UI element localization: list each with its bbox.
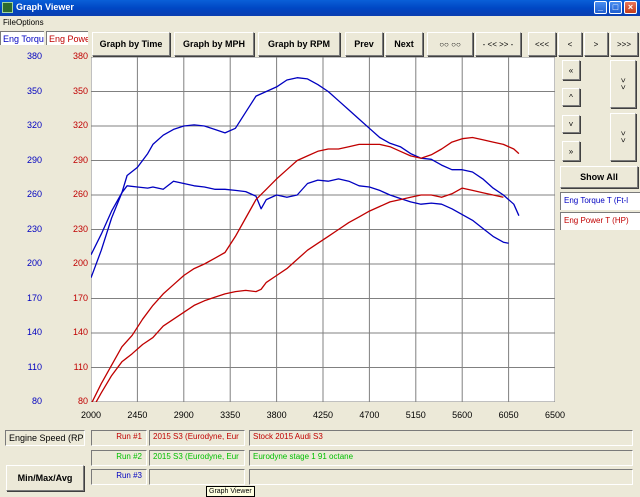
- series-line-2: [95, 187, 504, 402]
- left-tick-label: 200: [26, 258, 42, 268]
- x-tick-label: 3800: [266, 410, 287, 420]
- graph-by-mph-button[interactable]: Graph by MPH: [174, 32, 254, 56]
- run1-description: Stock 2015 Audi S3: [249, 430, 633, 446]
- scroll-right-fast-button-2[interactable]: > >: [610, 113, 636, 161]
- left-tick-label: 80: [31, 396, 42, 406]
- run3-description: [249, 469, 633, 485]
- right-tick-label: 80: [77, 396, 88, 406]
- tab-power-axis[interactable]: Eng Powe: [46, 31, 88, 45]
- x-tick-label: 4250: [312, 410, 334, 420]
- right-tick-label: 320: [72, 120, 88, 130]
- app-icon: [2, 2, 13, 13]
- left-tick-label: 230: [26, 223, 42, 234]
- scroll-down-button[interactable]: ˅: [562, 115, 580, 133]
- graph-by-time-button[interactable]: Graph by Time: [92, 32, 170, 56]
- right-tick-label: 260: [72, 189, 88, 199]
- left-tick-label: 170: [26, 292, 42, 303]
- scroll-left-button[interactable]: <: [558, 32, 582, 56]
- x-tick-label: 2900: [173, 410, 194, 420]
- scroll-far-left-button[interactable]: <<<: [528, 32, 556, 56]
- prev-button[interactable]: Prev: [345, 32, 383, 56]
- menu-file[interactable]: File: [3, 18, 16, 27]
- right-tick-label: 200: [72, 258, 88, 268]
- tab-torque-axis[interactable]: Eng Torqu: [0, 31, 44, 45]
- x-tick-label: 5600: [452, 410, 473, 420]
- maximize-button[interactable]: □: [609, 1, 622, 14]
- graph-by-rpm-button[interactable]: Graph by RPM: [258, 32, 340, 56]
- left-tick-label: 320: [26, 120, 42, 130]
- left-tick-label: 140: [26, 327, 42, 337]
- left-tick-label: 110: [27, 361, 42, 372]
- run3-label: Run #3: [91, 469, 147, 485]
- left-tick-label: 260: [26, 189, 42, 199]
- x-tick-label: 5150: [405, 410, 426, 420]
- window-title: Graph Viewer: [16, 2, 74, 12]
- scroll-far-right-button[interactable]: >>>: [610, 32, 638, 56]
- x-tick-label: 4700: [359, 410, 380, 420]
- right-tick-label: 140: [72, 327, 88, 337]
- scroll-right-button[interactable]: >: [584, 32, 608, 56]
- right-tick-label: 170: [72, 292, 88, 303]
- run1-label: Run #1: [91, 430, 147, 446]
- right-tick-label: 230: [72, 223, 88, 234]
- right-tick-label: 110: [73, 361, 88, 372]
- next-button[interactable]: Next: [385, 32, 423, 56]
- series-line-1: [91, 77, 520, 256]
- legend-torque[interactable]: Eng Torque T (Ft-l: [560, 192, 640, 210]
- run1-name: 2015 S3 (Eurodyne, Eur: [149, 430, 245, 446]
- legend-power[interactable]: Eng Power T (HP): [560, 212, 640, 230]
- close-button[interactable]: ×: [624, 1, 637, 14]
- torque-power-chart: [91, 57, 555, 402]
- title-bar: Graph Viewer _ □ ×: [0, 0, 640, 16]
- minimize-button[interactable]: _: [594, 1, 607, 14]
- x-tick-label: 2450: [127, 410, 148, 420]
- run2-label: Run #2: [91, 450, 147, 466]
- scroll-up-button[interactable]: ^: [562, 88, 580, 106]
- x-tick-label: 6050: [498, 410, 519, 420]
- tooltip: Graph Viewer: [206, 486, 255, 497]
- x-tick-label: 2000: [80, 410, 102, 420]
- right-fast-label: > >: [618, 78, 628, 90]
- menu-options[interactable]: Options: [16, 18, 44, 27]
- zoom-out-vertical-button[interactable]: «: [562, 60, 580, 80]
- min-max-avg-button[interactable]: Min/Max/Avg: [6, 465, 84, 491]
- x-tick-label: 3350: [220, 410, 241, 420]
- right-tick-label: 350: [72, 85, 88, 96]
- show-all-button[interactable]: Show All: [560, 166, 638, 188]
- left-tick-label: 290: [26, 154, 42, 165]
- left-tick-label: 380: [26, 51, 42, 61]
- x-tick-label: 6500: [544, 410, 566, 420]
- right-fast-label-2: > >: [618, 131, 628, 143]
- zoom-x-button[interactable]: - << >> -: [475, 32, 521, 56]
- run2-description: Eurodyne stage 1 91 octane: [249, 450, 633, 466]
- right-tick-label: 290: [72, 154, 88, 165]
- right-tick-label: 380: [72, 51, 88, 61]
- scroll-right-fast-button[interactable]: > >: [610, 60, 636, 108]
- run3-name: [149, 469, 245, 485]
- left-tick-label: 350: [26, 85, 42, 96]
- zoom-toggle-button[interactable]: ○○ ○○: [427, 32, 473, 56]
- x-axis-channel-name[interactable]: Engine Speed (RPM: [5, 430, 85, 446]
- zoom-in-vertical-button[interactable]: »: [562, 141, 580, 161]
- series-line-0: [91, 178, 509, 279]
- menu-bar: File Options: [0, 16, 640, 29]
- run2-name: 2015 S3 (Eurodyne, Eur: [149, 450, 245, 466]
- series-line-3: [91, 136, 520, 402]
